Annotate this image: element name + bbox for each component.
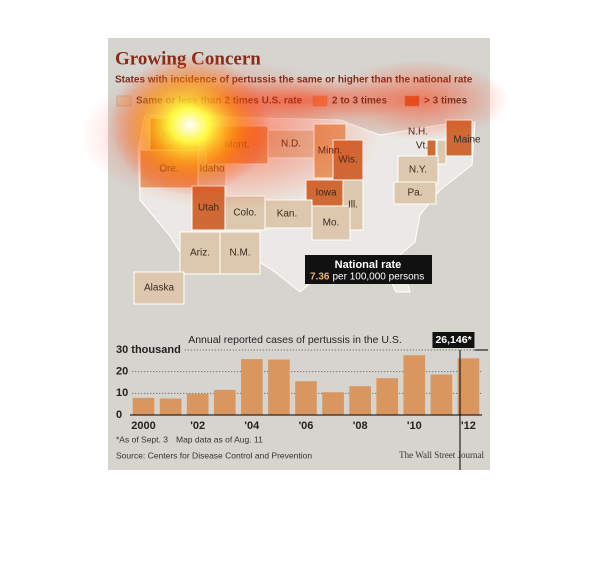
state-label: Ariz.	[190, 248, 210, 259]
legend-swatch	[312, 95, 328, 107]
state-label: Idaho	[199, 164, 224, 175]
y-tick-label: 20	[116, 366, 128, 378]
state-label: Ill.	[348, 200, 358, 211]
chart-title: Annual reported cases of pertussis in th…	[188, 334, 402, 346]
legend-swatch	[404, 95, 420, 107]
bar	[322, 392, 344, 415]
state-label: Wash.	[162, 129, 190, 140]
bar	[159, 398, 182, 415]
x-tick-label: '08	[353, 420, 368, 432]
x-tick-label: '02	[190, 420, 205, 432]
state-label: Ore.	[159, 164, 178, 175]
rate-box	[305, 255, 432, 284]
state	[436, 139, 447, 165]
rate-value: 7.36	[310, 272, 330, 283]
state-label: Kan.	[277, 209, 298, 220]
title: Growing Concern	[115, 48, 261, 69]
state	[393, 181, 437, 205]
bar	[241, 359, 263, 415]
legend-swatch	[116, 95, 132, 107]
state-label: Vt.	[416, 141, 428, 152]
bar	[268, 359, 290, 415]
state-label: Mont.	[224, 140, 249, 151]
y-tick-label: 0	[116, 409, 122, 421]
state-label: Utah	[198, 203, 219, 214]
rate-title: National rate	[335, 259, 402, 271]
value-label: 26,146*	[435, 334, 472, 346]
state-label: N.D.	[281, 139, 301, 150]
bar	[295, 381, 317, 415]
state-label: Maine	[453, 135, 481, 146]
value-label-box	[432, 332, 475, 348]
bar	[132, 397, 155, 415]
x-tick-label: '04	[244, 420, 260, 432]
state	[311, 205, 351, 241]
state-label: Wis.	[338, 155, 357, 166]
state-label: Alaska	[144, 283, 174, 294]
state	[397, 155, 439, 185]
x-tick-label: '06	[299, 420, 314, 432]
legend-label: 2 to 3 times	[332, 96, 387, 107]
bar	[430, 374, 453, 415]
bar	[457, 358, 480, 415]
state-label: Iowa	[315, 188, 337, 199]
subtitle: States with incidence of pertussis the s…	[115, 75, 473, 86]
bar	[186, 393, 209, 415]
map-note: Map data as of Aug. 11	[176, 434, 263, 444]
state-label: N.Y.	[409, 165, 427, 176]
bar-chart: 0 10 20 30 thousand 2000 '02 '04 '06 '08 '10 '12 26…	[116, 332, 488, 432]
bar	[349, 386, 371, 415]
rate-unit: per 100,000 persons	[332, 272, 424, 283]
state	[219, 231, 261, 275]
x-tick-label: '12	[461, 420, 476, 432]
legend-label: Same or less than 2 times U.S. rate	[136, 96, 303, 107]
bar	[213, 389, 236, 415]
legend: Same or less than 2 times U.S. rate 2 to …	[116, 95, 468, 107]
legend-label: > 3 times	[424, 96, 468, 107]
y-tick-label: 30 thousand	[116, 344, 181, 356]
x-tick-label: '10	[407, 420, 422, 432]
y-tick-label: 10	[116, 387, 128, 399]
state-label: Pa.	[407, 188, 422, 199]
bar	[376, 378, 399, 415]
state	[133, 271, 185, 305]
state-label: N.H.	[408, 127, 428, 138]
x-tick-label: 2000	[131, 420, 155, 432]
bar	[403, 355, 426, 415]
footnote: *As of Sept. 3	[116, 434, 168, 444]
credit: The Wall Street Journal	[399, 450, 484, 460]
source: Source: Centers for Disease Control and …	[116, 450, 312, 460]
state-label: Colo.	[233, 208, 256, 219]
state-label: Mo.	[323, 218, 340, 229]
state-label: N.M.	[229, 248, 250, 259]
